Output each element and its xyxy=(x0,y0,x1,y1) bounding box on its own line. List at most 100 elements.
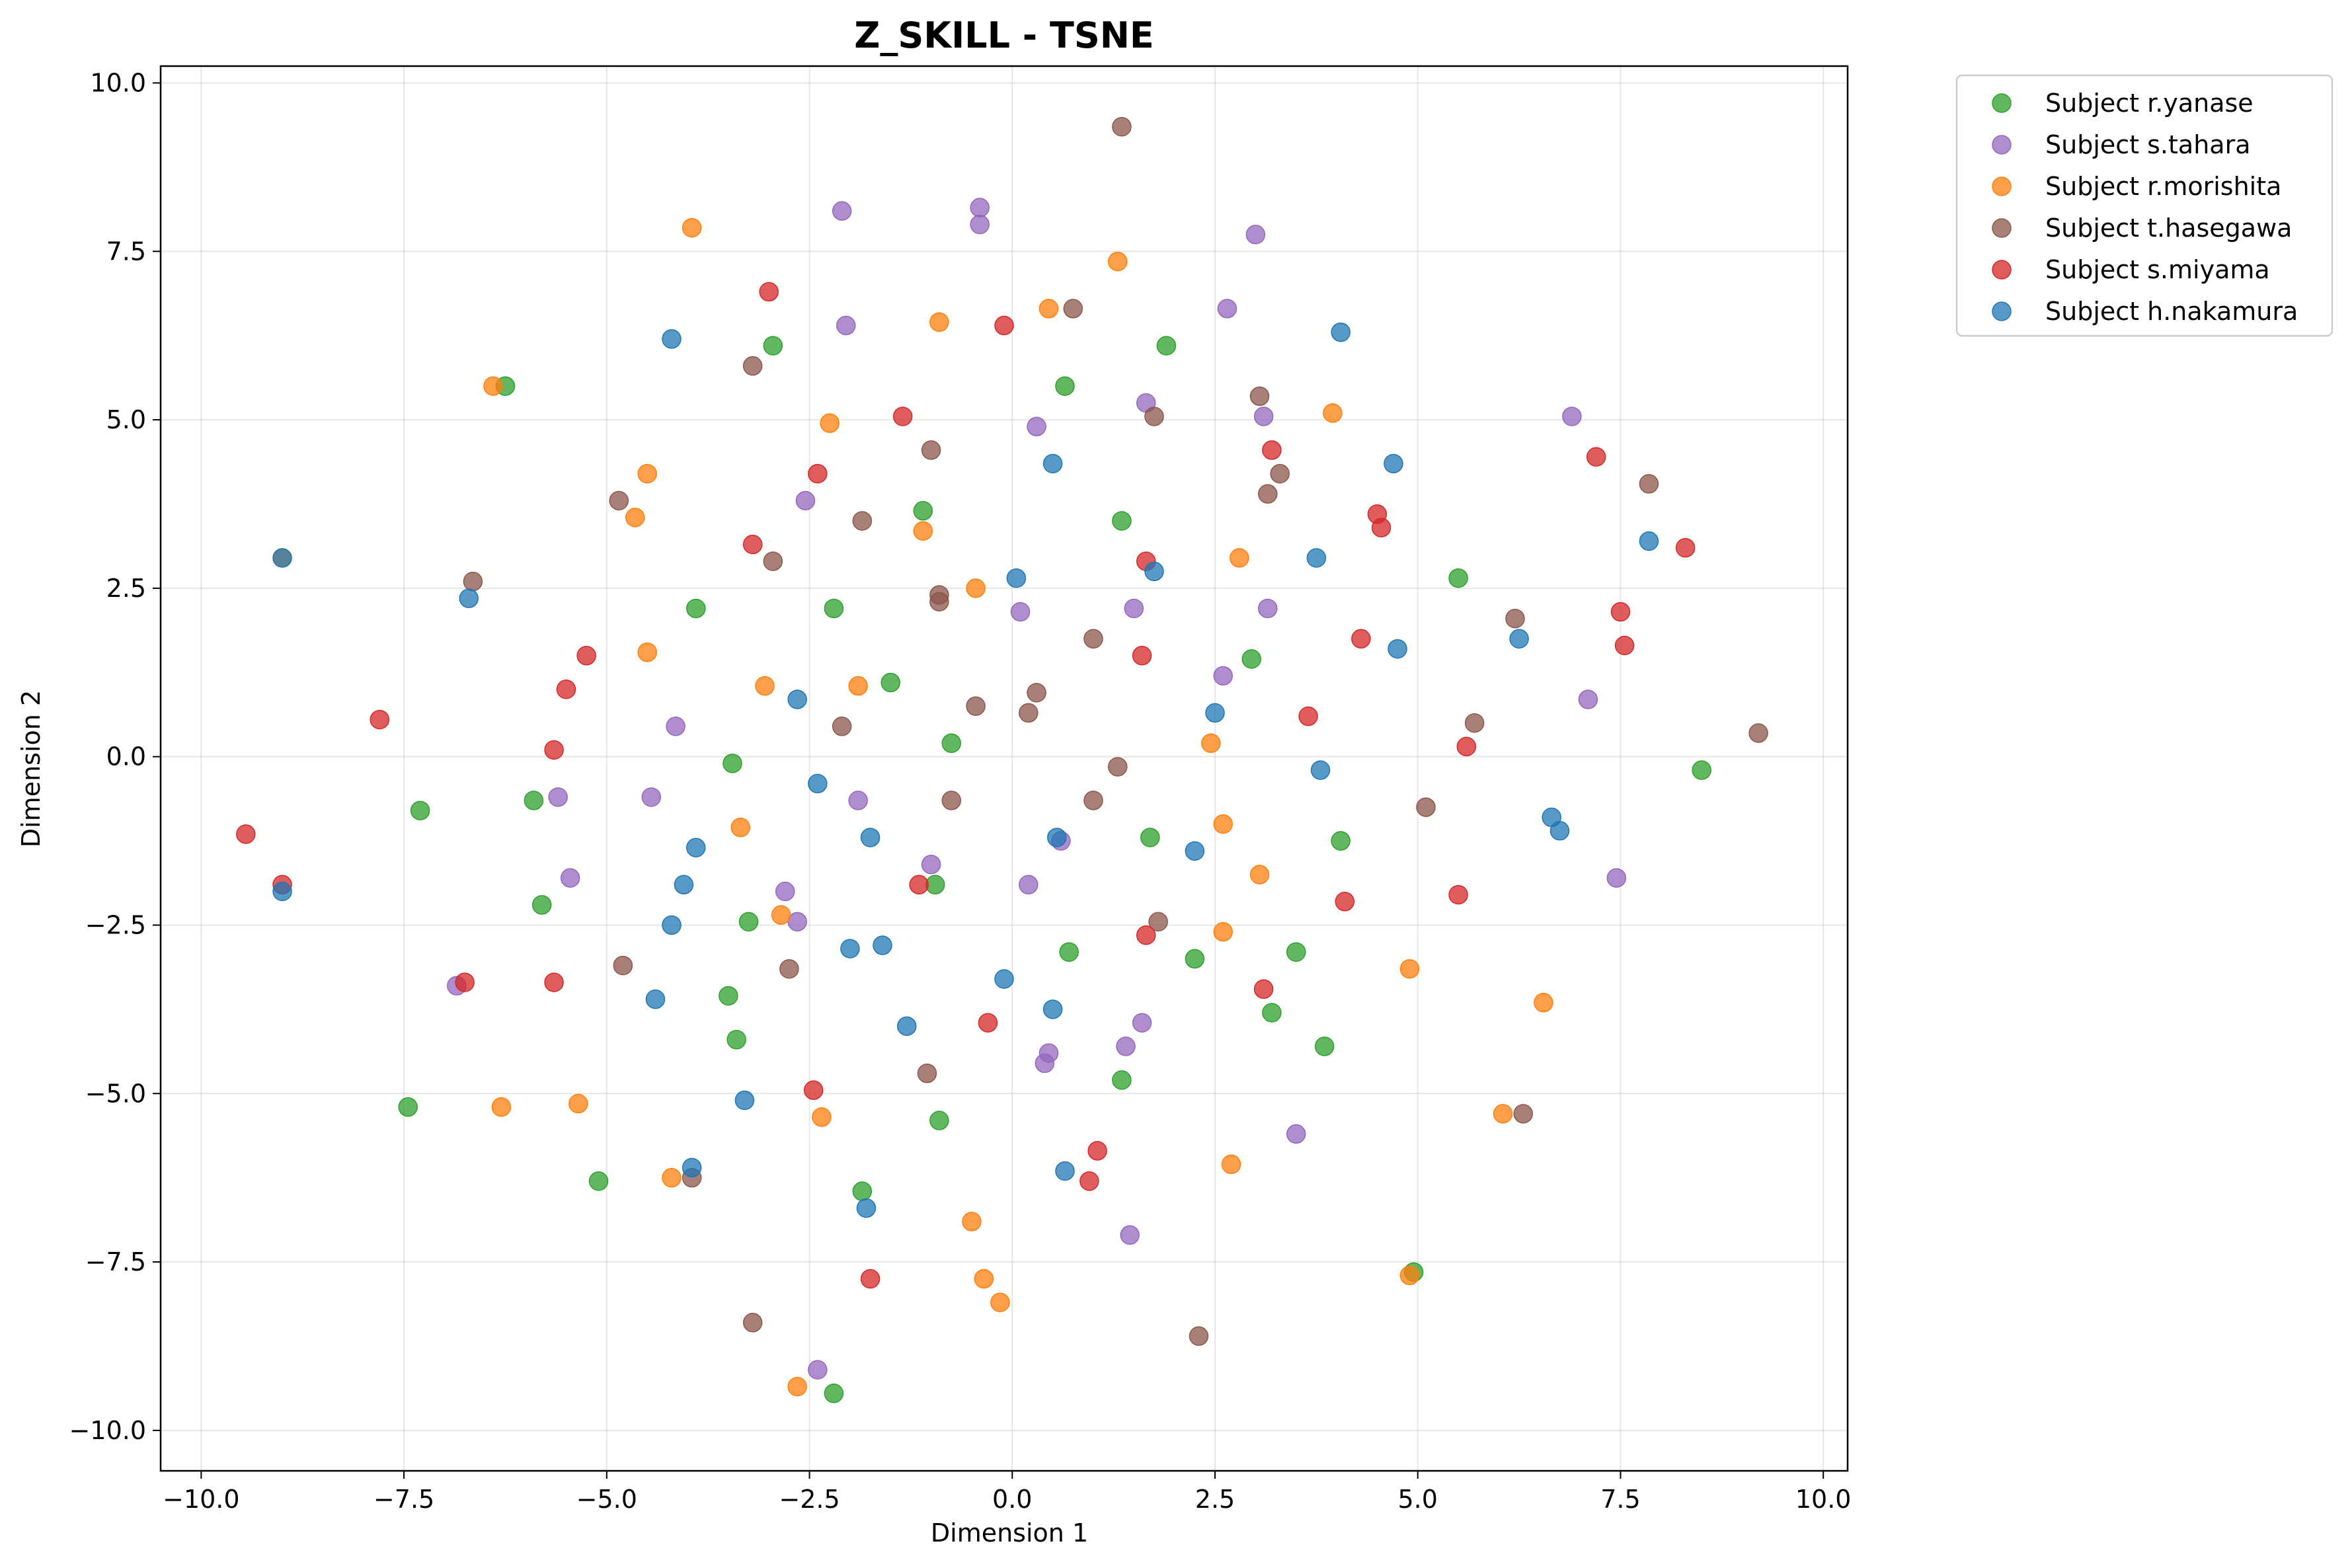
data-point xyxy=(1448,568,1468,588)
y-tick-label: 2.5 xyxy=(106,574,146,603)
data-point xyxy=(974,1269,994,1289)
data-point xyxy=(860,1269,881,1289)
data-point xyxy=(1010,602,1031,622)
data-point xyxy=(962,1212,982,1232)
data-point xyxy=(755,676,775,696)
data-point xyxy=(1493,1104,1513,1124)
data-point xyxy=(463,571,483,592)
data-point xyxy=(588,1171,609,1191)
legend-frame xyxy=(1955,74,2333,337)
data-point xyxy=(913,500,933,521)
data-point xyxy=(483,376,503,396)
data-point xyxy=(970,198,990,217)
data-point xyxy=(719,986,738,1006)
data-point xyxy=(909,875,929,895)
data-point xyxy=(824,1384,844,1403)
data-point xyxy=(1606,868,1627,888)
data-point xyxy=(576,646,596,666)
data-point xyxy=(994,969,1014,989)
data-point xyxy=(1217,299,1237,319)
data-point xyxy=(1614,635,1635,656)
data-point xyxy=(1156,336,1177,356)
data-point xyxy=(966,578,986,598)
data-point xyxy=(1116,1037,1136,1056)
y-tick-label: 10.0 xyxy=(90,68,146,97)
data-point xyxy=(272,548,292,568)
chart-title: Z_SKILL - TSNE xyxy=(854,15,1154,56)
data-point xyxy=(1230,548,1249,568)
data-point xyxy=(1610,602,1631,622)
data-point xyxy=(568,1093,588,1114)
legend-marker xyxy=(1992,218,2012,238)
data-point xyxy=(1055,1161,1075,1181)
data-point xyxy=(1112,1070,1132,1090)
data-point xyxy=(1456,736,1477,757)
data-point xyxy=(803,1080,824,1100)
legend-label: Subject r.morishita xyxy=(2045,172,2281,201)
y-tick-label: −5.0 xyxy=(85,1079,146,1108)
data-point xyxy=(742,356,763,376)
data-point xyxy=(921,854,941,875)
legend: Subject r.yanase Subject s.tahara Subject … xyxy=(1955,74,2333,337)
data-point xyxy=(459,588,479,608)
data-point xyxy=(1144,407,1164,426)
y-tick-label: −10.0 xyxy=(69,1416,146,1445)
data-point xyxy=(1042,453,1063,474)
series-h-nakamura xyxy=(272,322,1659,1218)
data-point xyxy=(682,1157,702,1178)
data-point xyxy=(1189,1326,1209,1346)
data-point xyxy=(1331,322,1351,342)
data-point xyxy=(832,717,852,736)
data-point xyxy=(917,1063,937,1083)
data-point xyxy=(410,801,430,820)
data-point xyxy=(1079,1171,1099,1191)
data-point xyxy=(637,463,657,484)
data-point xyxy=(1748,723,1768,743)
data-point xyxy=(941,791,961,810)
data-point xyxy=(455,972,475,992)
data-point xyxy=(1464,713,1485,733)
data-point xyxy=(1692,760,1711,780)
legend-label: Subject r.yanase xyxy=(2045,89,2254,118)
x-axis-ticks: −10.0 −7.5 −5.0 −2.5 0.0 2.5 5.0 7.5 10.0 xyxy=(163,1471,1851,1514)
x-tick-label: 7.5 xyxy=(1600,1485,1640,1514)
data-point xyxy=(1055,376,1075,396)
data-point xyxy=(787,1376,807,1397)
data-point xyxy=(966,696,986,716)
data-point xyxy=(1245,225,1266,245)
data-point xyxy=(873,935,892,955)
data-point xyxy=(1310,760,1331,780)
data-point xyxy=(1019,875,1039,895)
x-tick-label: −7.5 xyxy=(373,1485,434,1514)
data-point xyxy=(1140,828,1160,847)
data-point xyxy=(808,1360,828,1380)
data-point xyxy=(544,972,564,992)
data-point xyxy=(1059,942,1079,962)
data-point xyxy=(1213,814,1234,834)
x-tick-label: −5.0 xyxy=(576,1485,637,1514)
data-point xyxy=(970,214,990,235)
data-point xyxy=(236,824,256,844)
grid-lines xyxy=(161,66,1848,1471)
data-point xyxy=(1213,921,1234,942)
series-s-tahara xyxy=(447,198,1627,1380)
data-point xyxy=(1306,548,1327,568)
data-point xyxy=(1331,831,1351,851)
data-point xyxy=(1323,403,1343,423)
data-point xyxy=(1314,1037,1335,1056)
x-tick-label: −10.0 xyxy=(163,1485,239,1514)
data-point xyxy=(1221,1154,1241,1175)
data-point xyxy=(990,1292,1010,1312)
series-t-hasegawa xyxy=(463,116,1768,1346)
data-point xyxy=(1063,299,1083,319)
data-point xyxy=(1388,639,1407,659)
data-point xyxy=(1019,703,1039,723)
data-point xyxy=(1534,992,1553,1013)
data-point xyxy=(824,598,844,619)
data-point xyxy=(1258,598,1278,619)
data-point xyxy=(1416,797,1436,817)
data-point xyxy=(1120,1225,1140,1245)
data-point xyxy=(1185,841,1205,861)
legend-label: Subject t.hasegawa xyxy=(2045,214,2292,243)
data-point xyxy=(1083,791,1103,810)
